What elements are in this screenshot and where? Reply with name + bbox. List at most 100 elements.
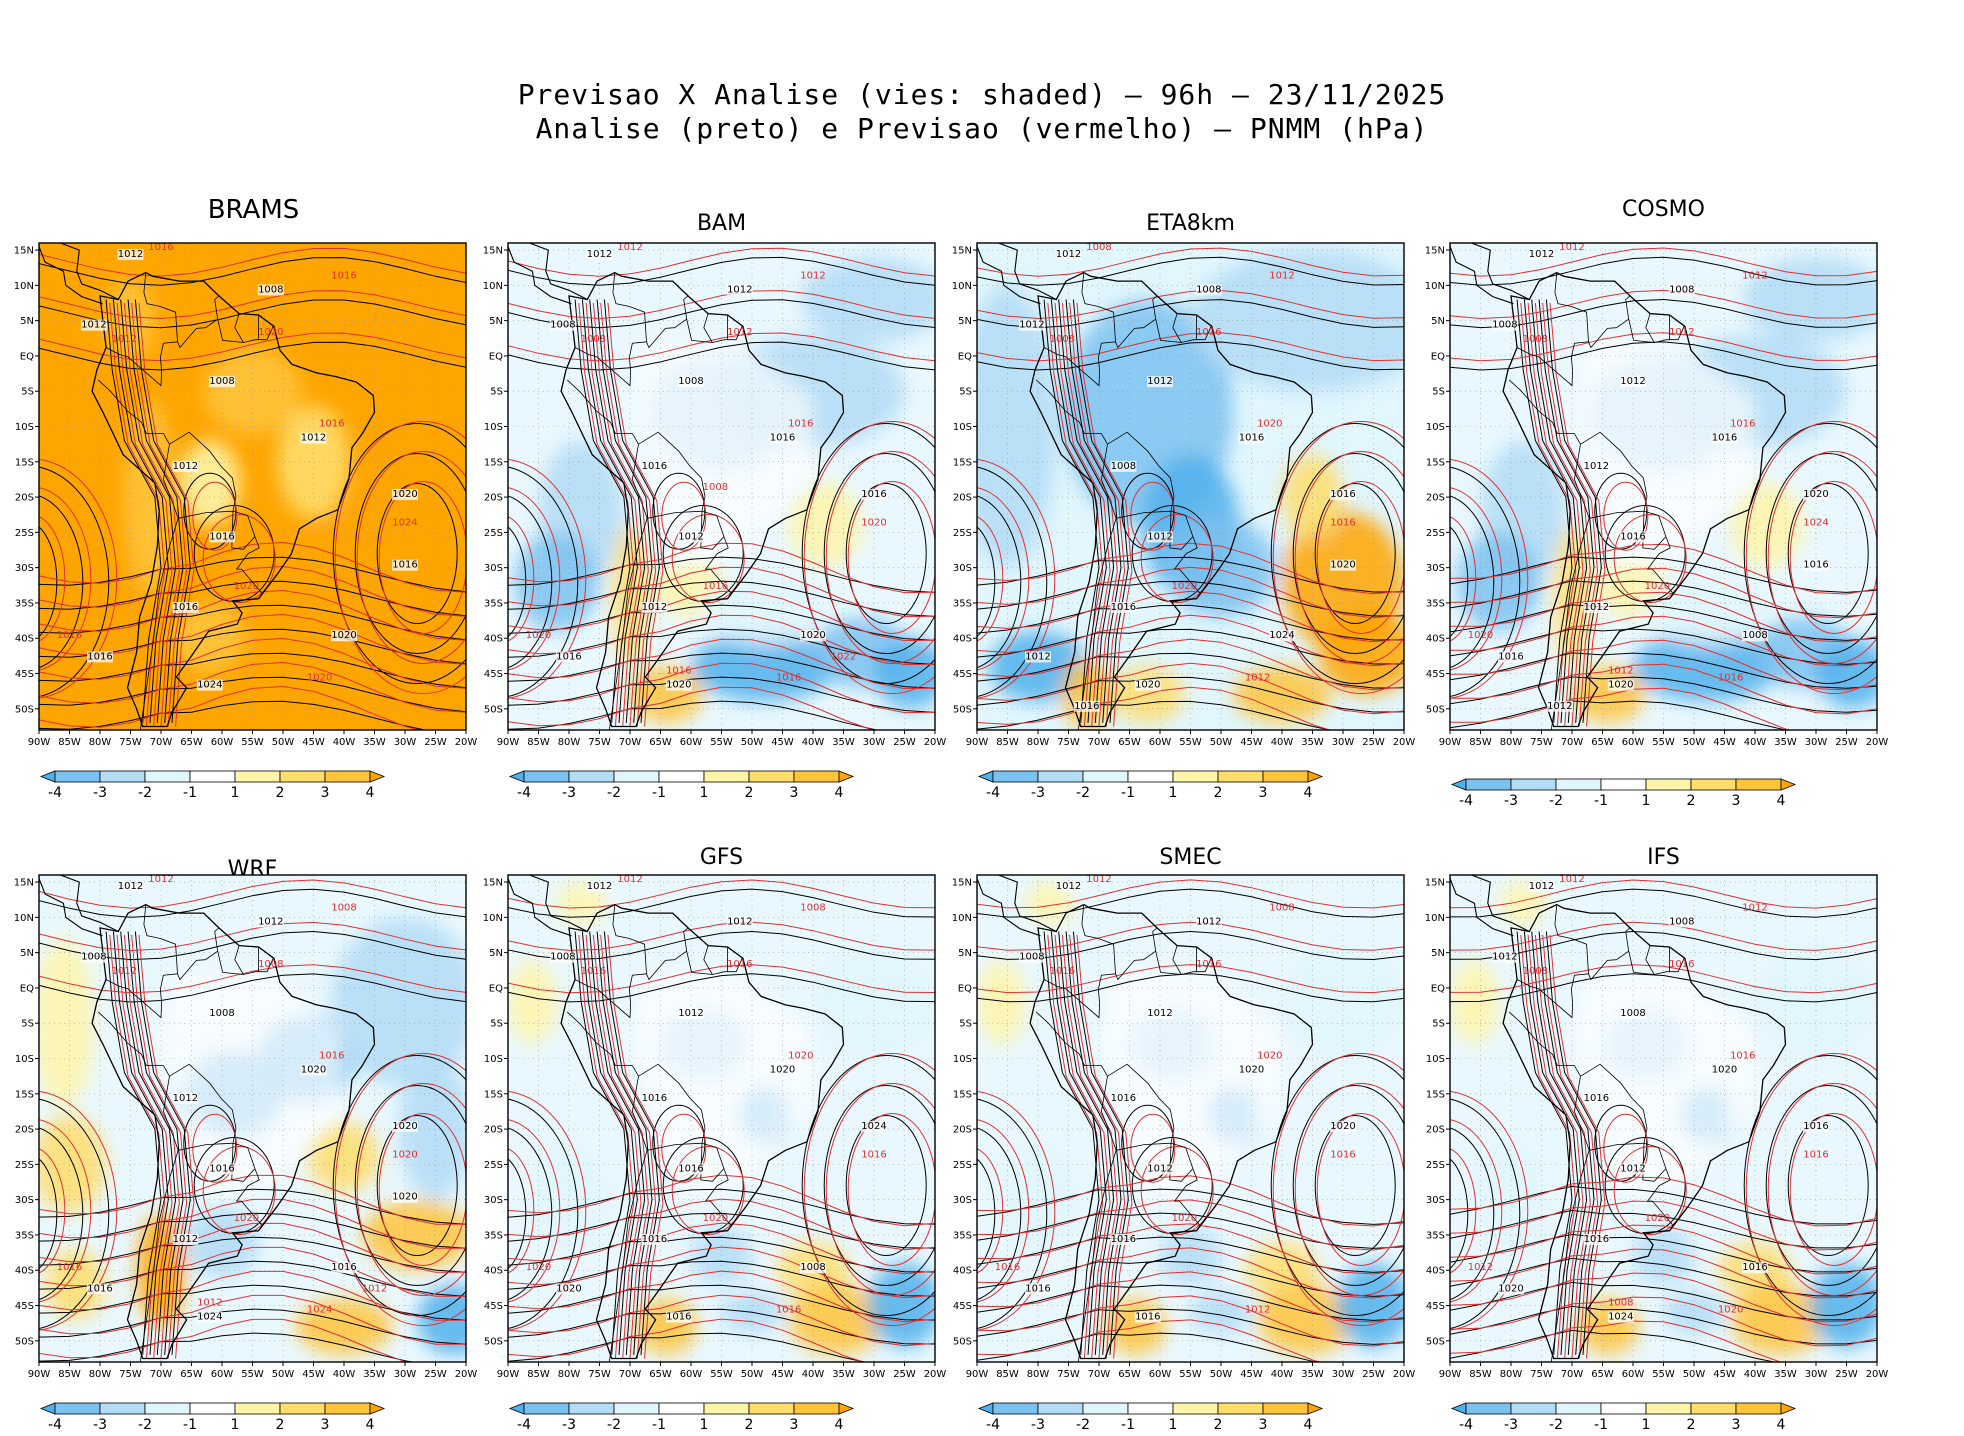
country-border — [1170, 510, 1201, 595]
isobar — [977, 1260, 1404, 1297]
colorbar-label: -4 — [48, 1417, 62, 1433]
lat-tick-label: 20S — [484, 493, 503, 504]
contour-label-analysis: 1008 — [1669, 284, 1694, 295]
isobar — [671, 514, 745, 604]
lon-tick-label: 75W — [1530, 1369, 1553, 1380]
contour-label-analysis: 1020 — [1498, 1283, 1523, 1294]
lat-tick-label: 40S — [15, 1266, 34, 1277]
contour-label-analysis: 1008 — [550, 952, 575, 963]
lon-tick-label: 55W — [241, 1369, 264, 1380]
lon-tick-label: 70W — [619, 1369, 642, 1380]
country-border — [683, 927, 689, 952]
country-border — [574, 347, 597, 357]
colorbar-arrow-high — [1307, 770, 1324, 783]
lat-tick-label: 35S — [953, 1230, 972, 1241]
lat-tick-label: 15N — [1425, 878, 1445, 889]
lon-tick-label: 90W — [28, 737, 51, 748]
isobar — [39, 541, 466, 593]
isobar — [977, 614, 1404, 667]
isobar — [607, 934, 664, 1359]
contour-label-bg — [1668, 284, 1695, 296]
isobar — [1450, 888, 1877, 918]
isobar — [1613, 514, 1687, 604]
country-border — [1625, 295, 1631, 320]
contour-label-analysis: 1016 — [861, 489, 886, 500]
panel-title: SMEC — [1159, 845, 1221, 870]
contour-label-bg — [1147, 376, 1173, 388]
isobar — [1047, 302, 1104, 727]
colorbar-swatch — [189, 770, 236, 783]
lon-tick-label: 65W — [1591, 1369, 1614, 1380]
lon-tick-label: 80W — [89, 737, 112, 748]
contour-label-bg — [1711, 432, 1738, 444]
contour-label-bg — [769, 1064, 796, 1076]
contour-label-forecast: 1012 — [1269, 270, 1294, 281]
colorbar-swatch — [1555, 778, 1602, 791]
contour-label-forecast: 1012 — [1245, 1305, 1270, 1316]
isobar — [39, 604, 466, 641]
lat-tick-label: 15N — [952, 246, 972, 257]
colorbar-swatch — [1735, 1402, 1782, 1415]
contour-label-bg — [257, 916, 284, 928]
contour-label-analysis: 1012 — [1025, 651, 1050, 662]
lat-tick-label: 40S — [953, 634, 972, 645]
contour-label-analysis: 1016 — [1239, 433, 1264, 444]
neutral-zone — [630, 341, 813, 568]
isobar — [578, 302, 635, 727]
isobar — [508, 638, 935, 690]
contour-label-bg — [1134, 679, 1161, 691]
isobar — [1743, 423, 1877, 685]
country-border — [574, 979, 597, 989]
contour-label-analysis: 1016 — [87, 1283, 112, 1294]
lat-tick-label: 30S — [953, 563, 972, 574]
isobar — [661, 1113, 707, 1183]
contour-label-analysis: 1012 — [1147, 1008, 1172, 1019]
contour-label-analysis: 1008 — [1196, 284, 1221, 295]
country-border — [703, 313, 713, 343]
contour-label-analysis: 1012 — [118, 249, 143, 260]
isobar — [1538, 931, 1595, 1355]
country-border — [105, 347, 128, 357]
lat-tick-label: 40S — [15, 634, 34, 645]
colorbar-swatch — [1082, 1402, 1129, 1415]
lon-tick-label: 55W — [1179, 1369, 1202, 1380]
lat-tick-label: 15S — [1426, 457, 1445, 468]
isobar — [1603, 481, 1649, 551]
contour-label-analysis: 1012 — [1147, 531, 1172, 542]
isobar — [603, 931, 660, 1355]
lat-tick-label: 45S — [15, 669, 34, 680]
contour-label-bg — [392, 489, 418, 501]
isobar — [1450, 1320, 1877, 1362]
country-border — [566, 379, 639, 445]
isobar — [39, 290, 466, 320]
isobar — [356, 1083, 466, 1297]
lon-tick-label: 30W — [1805, 1369, 1828, 1380]
isobar — [1520, 934, 1577, 1359]
colorbar-label: -4 — [1459, 793, 1473, 809]
contour-label-bg — [1803, 1121, 1829, 1133]
lat-tick-label: 10N — [14, 281, 34, 292]
lat-tick-label: 20S — [953, 1125, 972, 1136]
lon-tick-label: 40W — [1271, 737, 1294, 748]
lon-tick-label: 20W — [924, 737, 947, 748]
lat-tick-label: 45S — [953, 1301, 972, 1312]
isobar — [1072, 299, 1129, 723]
isobar — [508, 1127, 553, 1301]
colorbar-label: -2 — [607, 1417, 621, 1433]
contour-label-bg — [1110, 602, 1137, 614]
contour-label-bg — [1583, 1234, 1610, 1246]
colorbar-label: 3 — [1259, 1417, 1268, 1433]
lon-tick-label: 90W — [497, 1369, 520, 1380]
country-border — [608, 1111, 648, 1362]
isobar — [977, 1188, 1404, 1225]
contour-label-bg — [1147, 531, 1173, 543]
isobar — [39, 516, 66, 642]
country-border — [1554, 272, 1589, 342]
lat-tick-label: 20S — [15, 1125, 34, 1136]
isobar — [585, 934, 642, 1359]
colorbar-swatch — [568, 770, 615, 783]
contour-label-forecast: 1016 — [1330, 517, 1355, 528]
isobar — [39, 652, 466, 689]
isobar — [1270, 1055, 1404, 1317]
isobar — [1058, 299, 1115, 723]
